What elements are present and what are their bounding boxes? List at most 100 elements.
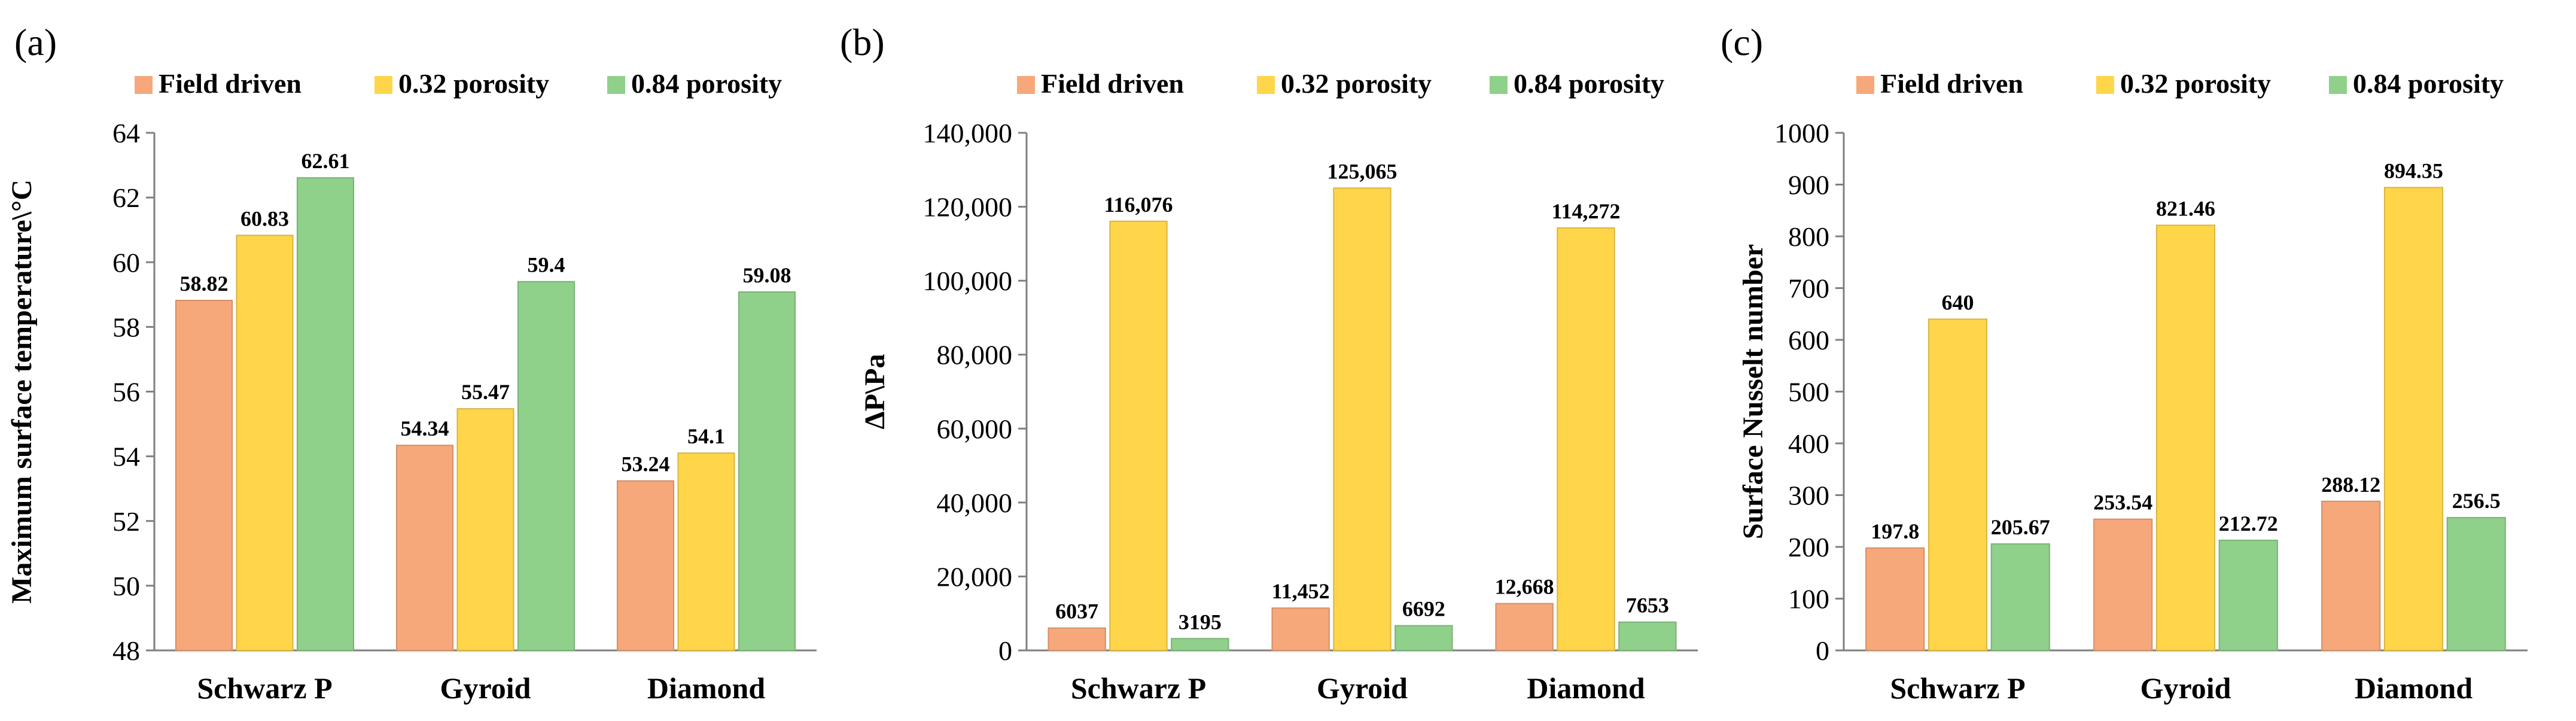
data-label: 6692 [1402,597,1445,621]
bar [236,235,294,651]
bar [456,408,514,651]
data-label: 821.46 [2156,196,2215,220]
panel-label: (a) [14,21,57,63]
legend-entry: 0.32 porosity [398,68,549,99]
panel-c: (c) Field driven 0.32 porosity 0.84 porosit… [1721,21,2528,705]
y-tick-label: 100 [1788,584,1829,614]
legend-swatch [135,76,153,94]
data-label: 125,065 [1327,159,1397,183]
y-tick-label: 100,000 [923,266,1013,296]
legend-entry: 0.32 porosity [2120,68,2271,99]
y-tick-label: 120,000 [923,192,1013,223]
bar [2218,539,2278,651]
y-tick-label: 40,000 [937,488,1013,518]
legend-swatch [1017,76,1035,94]
y-tick-label: 48 [112,635,140,666]
data-label: 212.72 [2219,512,2278,536]
bar [1171,638,1229,652]
legend-entry: 0.84 porosity [1514,68,1664,99]
legend-swatch [1856,76,1874,94]
bar [1990,543,2050,652]
bar [517,281,576,651]
data-label: 197.8 [1871,519,1919,543]
legend-entry: 0.84 porosity [631,68,782,99]
bar [2155,224,2216,652]
data-label: 54.1 [687,424,725,448]
panel-label: (b) [840,21,885,63]
x-tick-label: Diamond [647,671,765,705]
data-label: 253.54 [2093,491,2152,515]
x-tick-label: Gyroid [2140,671,2231,705]
legend-swatch [1257,76,1275,94]
data-label: 53.24 [622,452,670,476]
bar [296,177,355,652]
x-tick-label: Gyroid [440,671,531,705]
x-tick-label: Schwarz P [197,671,332,705]
y-tick-label: 300 [1788,480,1829,511]
y-tick-label: 200 [1788,532,1829,562]
data-label: 3195 [1179,610,1222,634]
bar [175,300,233,651]
data-label: 256.5 [2452,489,2501,513]
y-tick-label: 600 [1788,325,1829,355]
data-label: 114,272 [1551,199,1620,223]
legend-swatch [2096,76,2114,94]
data-label: 59.4 [527,253,565,277]
data-label: 116,076 [1104,193,1173,217]
bar [1495,603,1554,651]
panel-a: (a) Field driven 0.32 porosity 0.84 porosit… [6,21,817,705]
y-axis-label: Surface Nusselt number [1737,244,1769,539]
legend-entry: Field driven [1041,68,1184,99]
legend-entry: 0.84 porosity [2353,68,2504,99]
data-label: 894.35 [2384,159,2443,182]
bar [1333,187,1391,651]
y-tick-label: 0 [998,635,1012,666]
data-label: 205.67 [1991,515,2050,539]
x-tick-label: Diamond [2355,671,2473,705]
data-label: 288.12 [2321,473,2380,497]
legend-swatch [607,76,625,94]
data-label: 11,452 [1272,579,1330,603]
legend-swatch [2329,76,2347,94]
bar [1618,621,1677,651]
bar [2446,517,2506,651]
bar [677,452,735,651]
legend-swatch [1490,76,1508,94]
bar [2383,187,2444,651]
data-label: 60.83 [240,206,289,230]
y-axis-label: Maximum surface temperature\°C [6,180,38,604]
x-tick-label: Schwarz P [1890,671,2025,705]
y-tick-label: 80,000 [937,340,1013,370]
y-tick-label: 20,000 [937,561,1013,592]
bar [616,480,675,652]
y-tick-label: 50 [112,571,140,601]
panel-label: (c) [1721,21,1763,63]
bar [1928,318,1988,651]
y-tick-label: 60,000 [937,413,1013,444]
bar [1109,220,1168,651]
data-label: 7653 [1626,594,1669,617]
bar [1271,607,1330,651]
y-tick-label: 60 [112,247,140,278]
data-label: 62.61 [301,149,349,173]
y-tick-label: 52 [112,506,140,537]
data-label: 12,668 [1495,575,1554,599]
y-tick-label: 1000 [1774,118,1829,148]
bar [1048,627,1106,651]
data-label: 6037 [1055,600,1098,623]
bar [1865,547,1925,652]
bar [395,445,454,652]
y-tick-label: 58 [112,312,140,342]
y-tick-label: 400 [1788,428,1829,459]
data-label: 54.34 [401,416,449,440]
y-tick-label: 140,000 [923,118,1013,148]
y-tick-label: 700 [1788,273,1829,304]
panel-b: (b) Field driven 0.32 porosity 0.84 porosit… [840,21,1698,705]
legend-entry: 0.32 porosity [1281,68,1432,99]
y-tick-label: 900 [1788,170,1829,200]
bar [738,291,796,651]
y-tick-label: 0 [1816,635,1829,666]
y-tick-label: 64 [112,118,140,148]
bar [2093,518,2153,652]
